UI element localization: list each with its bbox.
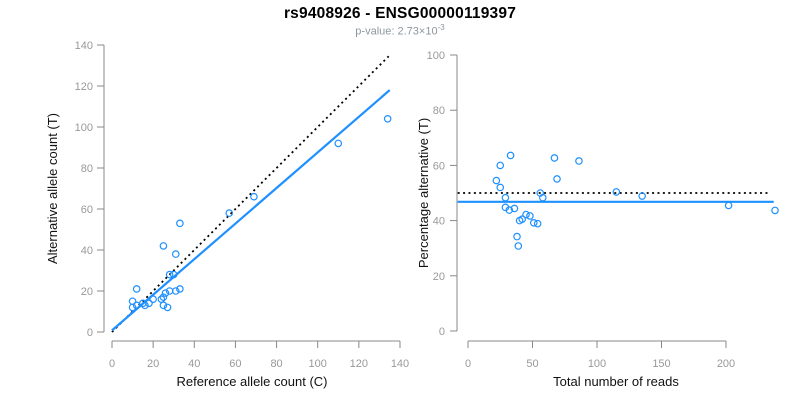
data-point [533, 219, 542, 228]
data-point [132, 285, 141, 293]
x-tick-label: 40 [188, 358, 200, 370]
data-point [176, 285, 184, 293]
y-tick-label: 100 [427, 50, 445, 62]
data-point [638, 192, 646, 200]
y-tick-label: 120 [75, 81, 93, 93]
y-tick-label: 140 [75, 40, 93, 52]
right-scatter-plot: 0 20 40 60 80 100 0 50 100 150 200 Total number of … [416, 50, 779, 389]
x-tick-label: 0 [109, 358, 115, 370]
y-tick-label: 40 [433, 216, 445, 228]
x-axis-title: Total number of reads [553, 374, 679, 389]
y-axis-title: Percentage alternative (T) [416, 118, 431, 268]
data-point [771, 206, 779, 215]
data-point [514, 242, 523, 250]
data-point [169, 270, 178, 279]
data-point [128, 303, 137, 312]
x-tick-label: 20 [147, 358, 159, 370]
y-tick-label: 60 [433, 160, 445, 172]
data-point [506, 151, 515, 160]
data-point [334, 139, 343, 148]
data-point [522, 210, 530, 219]
pvalue-label: p-value: [355, 25, 398, 38]
data-point [526, 212, 534, 220]
data-point [612, 188, 621, 196]
data-point [159, 242, 168, 250]
data-point [539, 193, 547, 202]
data-point [165, 270, 174, 279]
data-point [141, 301, 149, 310]
data-point [510, 204, 519, 213]
x-tick-label: 0 [465, 358, 471, 370]
data-point [149, 295, 157, 304]
data-point [575, 157, 583, 165]
x-tick-label: 80 [270, 358, 282, 370]
x-tick-label: 200 [717, 358, 735, 370]
data-point [383, 115, 392, 123]
y-tick-label: 20 [81, 286, 93, 298]
y-tick-label: 80 [81, 163, 93, 175]
data-point [163, 303, 172, 312]
y-tick-label: 0 [87, 327, 93, 339]
x-tick-label: 100 [309, 358, 327, 370]
data-point [513, 232, 521, 241]
data-point [159, 301, 168, 310]
data-point [225, 209, 234, 217]
figure-subtitle: p-value: 2.73×10-3 [0, 23, 800, 38]
fit-line [111, 89, 391, 332]
data-point [161, 289, 170, 297]
data-point [501, 193, 510, 202]
y-axis-title: Alternative allele count (T) [45, 113, 60, 264]
data-point [505, 206, 514, 214]
data-point [550, 154, 559, 162]
data-point [496, 161, 505, 170]
x-tick-label: 50 [526, 358, 538, 370]
x-tick-label: 140 [391, 358, 409, 370]
data-point [529, 219, 538, 227]
pvalue-exponent: -3 [437, 23, 445, 32]
data-point [518, 215, 526, 224]
x-tick-label: 60 [229, 358, 241, 370]
y-tick-label: 20 [433, 271, 445, 283]
y-tick-label: 40 [81, 245, 93, 257]
y-tick-label: 100 [75, 122, 93, 134]
y-tick-label: 0 [439, 326, 445, 338]
data-point [159, 293, 168, 301]
data-point [176, 219, 184, 228]
data-point [171, 250, 180, 258]
x-tick-label: 150 [652, 358, 670, 370]
data-point [171, 287, 180, 295]
identity-line [111, 55, 390, 333]
y-tick-label: 80 [433, 105, 445, 117]
data-point [492, 176, 501, 185]
y-tick-label: 60 [81, 204, 93, 216]
x-tick-label: 100 [588, 358, 606, 370]
left-scatter-plot: 0 20 40 60 80 100 120 140 0 20 40 60 80 100 120 140 Refe… [45, 40, 409, 389]
pvalue-value: 2.73×10 [397, 25, 438, 38]
data-point [145, 299, 153, 308]
data-point [553, 175, 561, 183]
data-point [496, 183, 505, 192]
data-point [724, 201, 733, 210]
x-axis-title: Reference allele count (C) [176, 374, 327, 389]
figure-title: rs9408926 - ENSG00000119397 [283, 5, 517, 22]
data-point [250, 192, 258, 201]
x-tick-label: 120 [350, 358, 368, 370]
